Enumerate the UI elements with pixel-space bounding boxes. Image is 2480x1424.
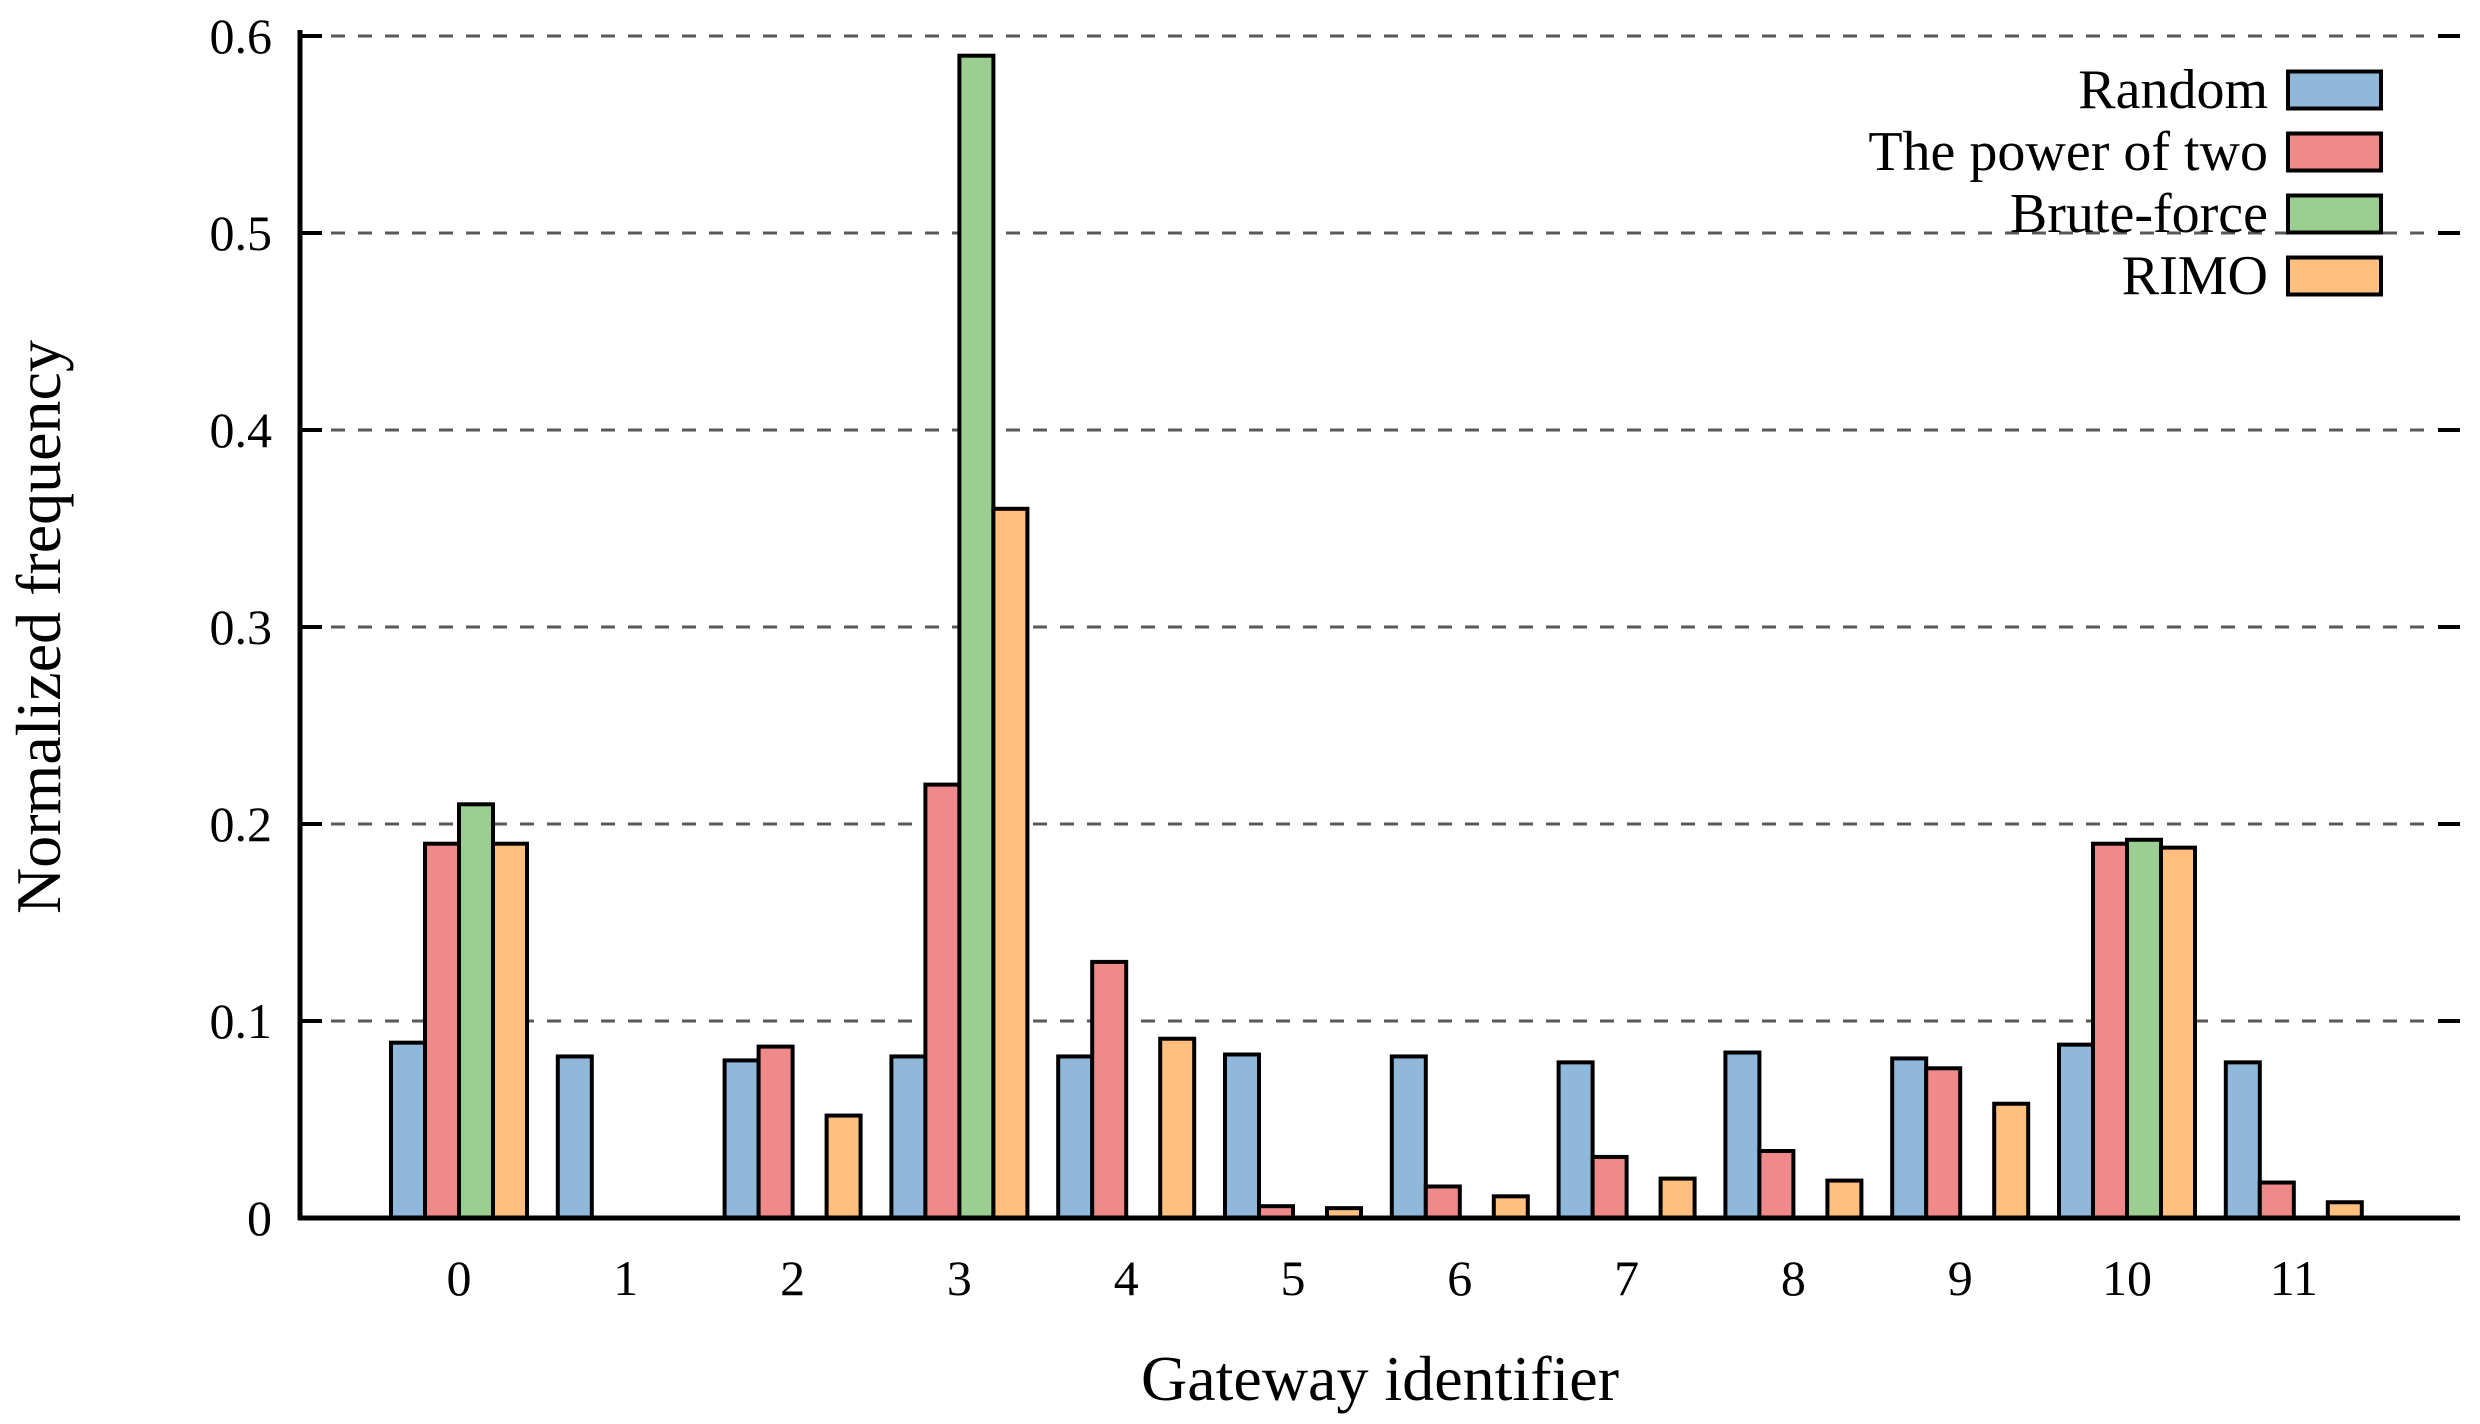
x-tick-label-9: 9 xyxy=(1948,1250,1973,1306)
bar-random-2 xyxy=(722,1058,761,1221)
y-tick-label-0.5: 0.5 xyxy=(210,205,273,261)
bar-rimo-7 xyxy=(1658,1176,1697,1220)
bar-random-8 xyxy=(1723,1050,1762,1221)
x-tick-label-4: 4 xyxy=(1114,1250,1139,1306)
bar-rimo-8 xyxy=(1825,1178,1864,1220)
bar-the-power-of-two-4 xyxy=(1090,959,1129,1221)
bar-random-3 xyxy=(889,1054,928,1220)
y-tick-label-0.6: 0.6 xyxy=(210,8,273,64)
bar-rimo-2 xyxy=(824,1113,863,1221)
bar-the-power-of-two-10 xyxy=(2091,841,2129,1220)
legend-swatch-the-power-of-two xyxy=(2286,131,2383,173)
x-tick-label-11: 11 xyxy=(2270,1250,2318,1306)
y-tick-labels: 0 0.1 0.2 0.3 0.4 0.5 0.6 xyxy=(210,8,273,1246)
legend-label-the-power-of-two: The power of two xyxy=(1868,121,2268,183)
bar-rimo-0 xyxy=(491,841,529,1220)
y-tick-label-0.3: 0.3 xyxy=(210,599,273,655)
legend-swatch-random xyxy=(2286,69,2383,111)
x-tick-label-0: 0 xyxy=(447,1250,472,1306)
y-tick-label-0.4: 0.4 xyxy=(210,402,273,458)
bar-random-9 xyxy=(1890,1056,1929,1221)
legend-label-random: Random xyxy=(2078,59,2268,121)
legend-swatch-brute-force xyxy=(2286,193,2383,235)
bar-random-1 xyxy=(555,1054,594,1220)
bar-random-0 xyxy=(389,1040,427,1221)
y-tick-label-0: 0 xyxy=(247,1190,272,1246)
bar-rimo-6 xyxy=(1491,1194,1530,1220)
bar-the-power-of-two-0 xyxy=(423,841,461,1220)
x-tick-label-5: 5 xyxy=(1281,1250,1306,1306)
legend-label-rimo: RIMO xyxy=(2122,245,2268,307)
y-axis-title: Normalized frequency xyxy=(3,340,74,914)
y-tick-marks xyxy=(300,34,2460,1023)
bar-rimo-4 xyxy=(1158,1036,1197,1220)
bar-the-power-of-two-2 xyxy=(756,1044,795,1220)
bar-the-power-of-two-7 xyxy=(1590,1154,1629,1221)
y-tick-label-0.2: 0.2 xyxy=(210,796,273,852)
bar-the-power-of-two-9 xyxy=(1924,1066,1963,1221)
bar-the-power-of-two-8 xyxy=(1757,1149,1796,1221)
bar-random-4 xyxy=(1056,1054,1095,1220)
legend-row-rimo: RIMO xyxy=(2122,245,2383,307)
legend-row-random: Random xyxy=(2078,59,2383,121)
bar-random-10 xyxy=(2057,1042,2095,1221)
bar-brute-force-0 xyxy=(457,802,495,1220)
bar-rimo-10 xyxy=(2159,845,2197,1220)
bar-random-5 xyxy=(1223,1052,1261,1220)
x-tick-label-10: 10 xyxy=(2102,1250,2152,1306)
x-tick-label-1: 1 xyxy=(613,1250,638,1306)
legend-row-the-power-of-two: The power of two xyxy=(1868,121,2383,183)
bar-the-power-of-two-11 xyxy=(2257,1180,2296,1221)
legend-swatch-rimo xyxy=(2286,255,2383,297)
gridlines xyxy=(304,34,2430,1023)
bar-random-7 xyxy=(1556,1060,1595,1220)
x-tick-labels: 0 1 2 3 4 5 6 7 8 9 10 11 xyxy=(447,1250,2318,1306)
x-tick-label-3: 3 xyxy=(947,1250,972,1306)
bar-brute-force-10 xyxy=(2125,837,2163,1220)
y-tick-label-0.1: 0.1 xyxy=(210,993,273,1049)
bar-the-power-of-two-6 xyxy=(1423,1184,1462,1220)
bar-random-6 xyxy=(1389,1054,1428,1220)
x-tick-label-8: 8 xyxy=(1781,1250,1806,1306)
x-tick-label-6: 6 xyxy=(1447,1250,1472,1306)
bar-rimo-3 xyxy=(991,506,1030,1220)
legend-row-brute-force: Brute-force xyxy=(2010,183,2383,245)
x-tick-label-7: 7 xyxy=(1614,1250,1639,1306)
bar-rimo-9 xyxy=(1992,1101,2031,1220)
bar-brute-force-3 xyxy=(957,53,996,1221)
legend-label-brute-force: Brute-force xyxy=(2010,183,2268,245)
x-tick-label-2: 2 xyxy=(780,1250,805,1306)
bar-random-11 xyxy=(2223,1060,2262,1220)
bar-the-power-of-two-3 xyxy=(923,782,962,1220)
x-axis-title: Gateway identifier xyxy=(1141,1343,1619,1414)
